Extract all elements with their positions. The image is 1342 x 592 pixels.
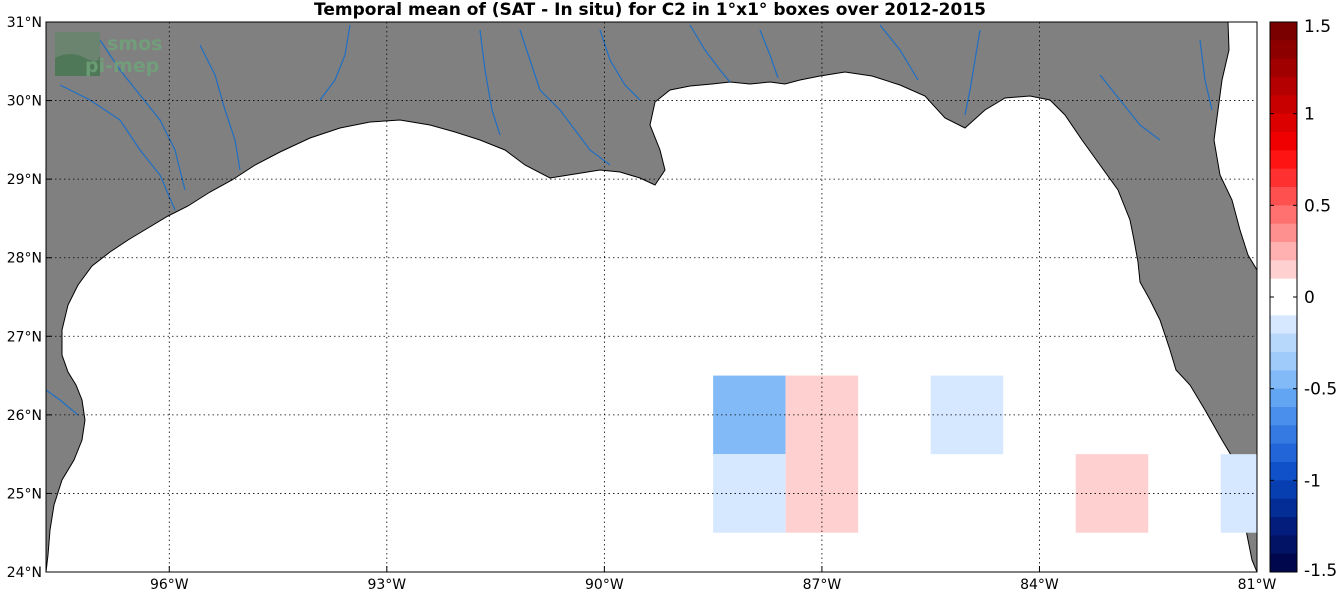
colorbar-segment [1270, 132, 1297, 151]
river [879, 24, 919, 81]
colorbar-segment [1270, 22, 1297, 41]
lon-tick-label: 87°W [803, 577, 842, 592]
colorbar-segment [1270, 260, 1297, 280]
lon-tick-label: 96°W [150, 577, 189, 592]
lat-tick-label: 27°N [7, 329, 42, 345]
colorbar-segment [1270, 333, 1297, 353]
colorbar-tick-label: 0.5 [1304, 196, 1331, 216]
colorbar-segment [1270, 443, 1297, 463]
river [964, 29, 981, 116]
colorbar-segment [1270, 388, 1297, 408]
colorbar-segment [1270, 113, 1297, 133]
map-frame [45, 21, 1258, 573]
colorbar-segment [1270, 462, 1297, 481]
colorbar-segment [1270, 58, 1297, 78]
lon-tick-label: 84°W [1020, 577, 1059, 592]
colorbar-tick-label: 1 [1304, 105, 1315, 125]
lat-tick-label: 25°N [7, 486, 42, 502]
colorbar-segment [1270, 187, 1297, 206]
colorbar-segment [1270, 223, 1297, 243]
river [1199, 39, 1213, 111]
colorbar-segment [1270, 535, 1297, 555]
lon-tick-label: 93°W [367, 577, 406, 592]
river [319, 24, 351, 101]
lat-tick-label: 24°N [7, 565, 42, 581]
colorbar-segment [1270, 498, 1297, 518]
colorbar-segment [1270, 150, 1297, 170]
colorbar-tick-label: -1 [1304, 471, 1321, 491]
lat-tick-label: 26°N [7, 408, 42, 424]
lon-tick-label: 81°W [1238, 577, 1277, 592]
colorbar-segment [1270, 370, 1297, 390]
lat-tick-label: 29°N [7, 172, 42, 188]
colorbar-segment [1270, 553, 1297, 573]
land-mass [46, 22, 1257, 572]
river [99, 39, 186, 191]
river [1099, 74, 1161, 141]
chart-title: Temporal mean of (SAT - In situ) for C2 … [314, 0, 986, 20]
lat-tick-label: 28°N [7, 251, 42, 267]
colorbar-tick-label: -0.5 [1304, 380, 1337, 400]
lon-tick-label: 90°W [585, 577, 624, 592]
land-layer [46, 22, 1257, 572]
latitude-ticks: 24°N 25°N 26°N 27°N 28°N 29°N 30°N 31°N [7, 15, 52, 581]
river [59, 84, 176, 211]
colorbar-segment [1270, 315, 1297, 335]
colorbar-segment [1270, 278, 1297, 298]
lat-tick-label: 31°N [7, 15, 42, 31]
colorbar-segment [1270, 352, 1297, 371]
river [46, 389, 79, 416]
colorbar-tick-label: 1.5 [1304, 17, 1331, 37]
longitude-ticks: 96°W 93°W 90°W 87°W 84°W 81°W [150, 566, 1277, 592]
colorbar-tick-label: -1.5 [1304, 561, 1337, 581]
graticule [46, 22, 1257, 572]
colorbar-segment [1270, 205, 1297, 225]
colorbar-segment [1270, 297, 1297, 316]
colorbar-segment [1270, 425, 1297, 445]
colorbar: 1.5 1 0.5 0 -0.5 -1 -1.5 [1269, 17, 1337, 581]
colorbar-tick-label: 0 [1304, 288, 1315, 308]
river [519, 29, 611, 166]
river [689, 24, 731, 83]
logo-line2: pi-mep [85, 55, 159, 77]
colorbar-segment [1270, 168, 1297, 188]
colorbar-segment [1270, 95, 1297, 115]
colorbar-segment [1270, 77, 1297, 96]
rivers-layer [46, 24, 1213, 416]
colorbar-segment [1270, 40, 1297, 60]
logo-line1: smos [107, 33, 162, 55]
colorbar-segment [1270, 517, 1297, 536]
river [479, 29, 501, 136]
river [199, 44, 241, 171]
river [599, 29, 641, 101]
lat-tick-label: 30°N [7, 94, 42, 110]
colorbar-segment [1270, 242, 1297, 261]
smos-pimep-logo: smos pi-mep [55, 32, 162, 77]
river [759, 29, 779, 79]
colorbar-segment [1270, 480, 1297, 500]
colorbar-segment [1270, 407, 1297, 426]
